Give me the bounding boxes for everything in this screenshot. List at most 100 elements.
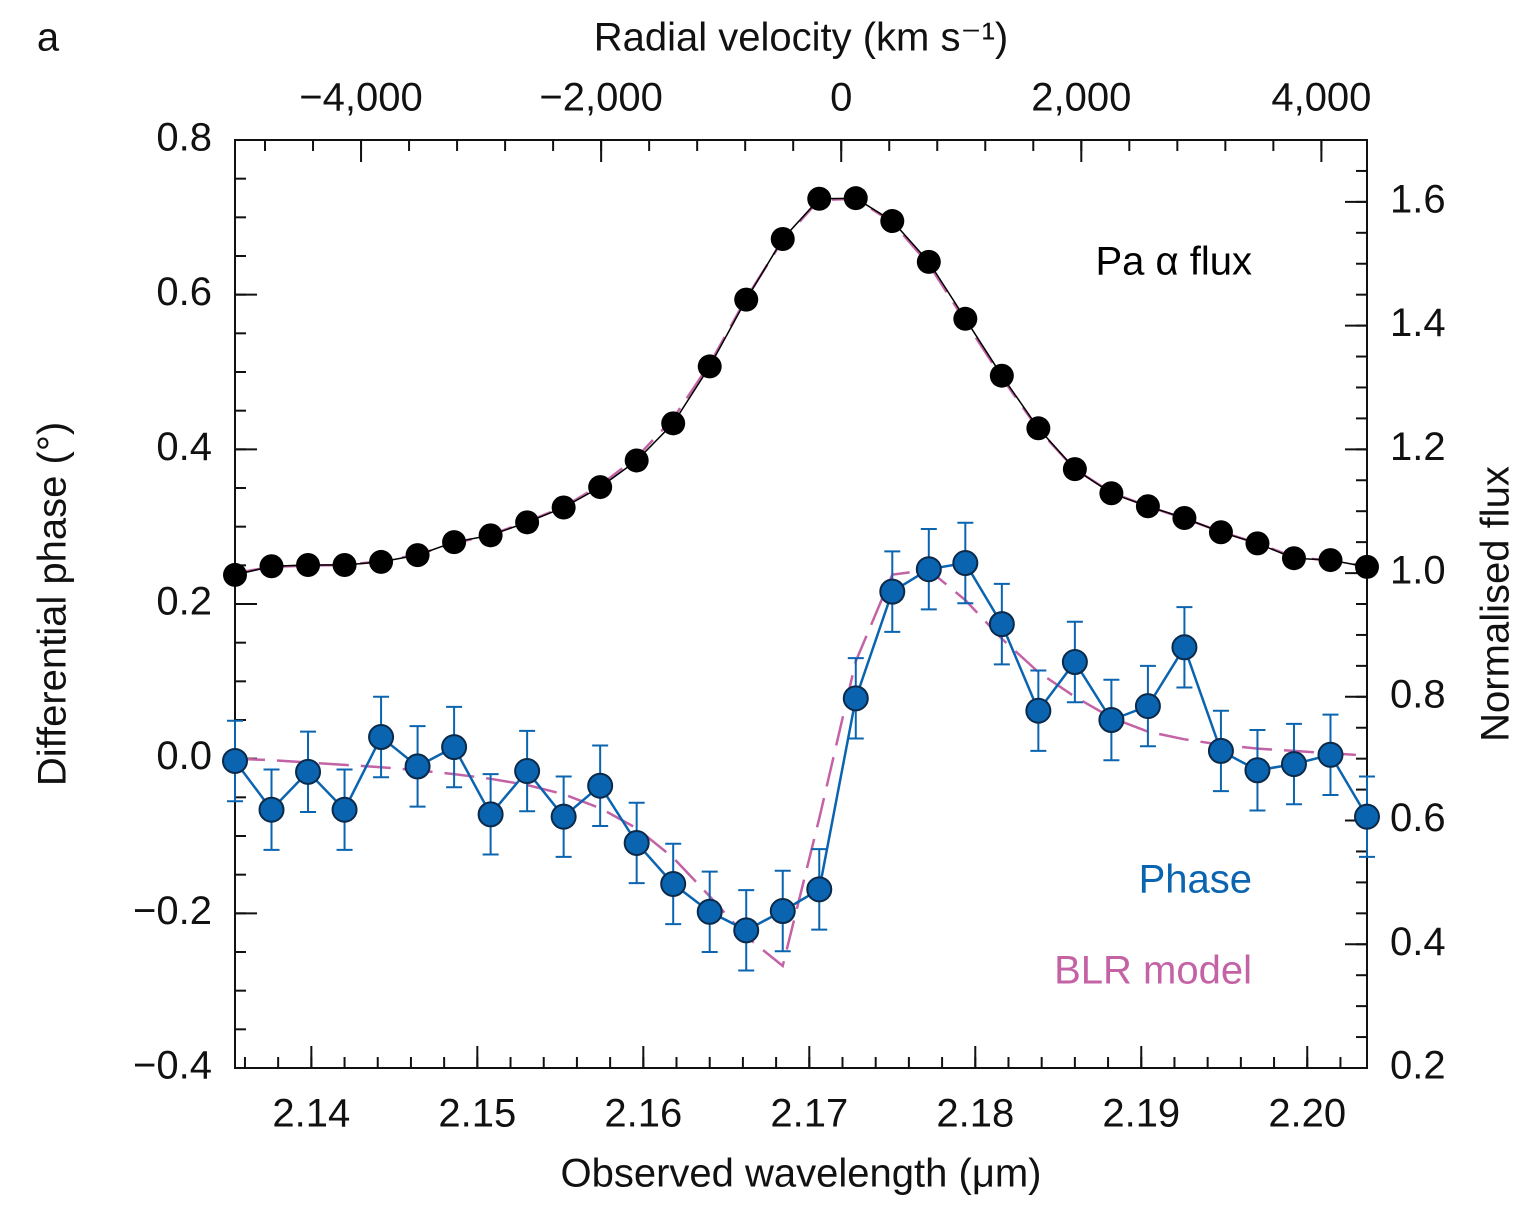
y2-tick-label: 1.6 [1390, 177, 1446, 221]
data-point [807, 186, 832, 211]
y2-axis-label: Normalised flux [1474, 466, 1518, 742]
legend-flux: Pa α flux [1095, 240, 1252, 284]
data-point [1281, 546, 1306, 571]
x-tick-label: 2.14 [272, 1092, 350, 1136]
x2-tick-label: 4,000 [1271, 76, 1371, 120]
data-point [623, 829, 650, 856]
y-tick-label: 0.8 [156, 116, 212, 160]
legend-phase: Phase [1139, 858, 1252, 902]
data-point [368, 724, 395, 751]
x-axis-label: Observed wavelength (μm) [560, 1152, 1041, 1196]
data-point [1061, 649, 1088, 675]
data-point [1098, 707, 1125, 733]
y2-tick-label: 1.2 [1390, 425, 1446, 469]
data-point [880, 209, 905, 234]
data-point [223, 562, 247, 587]
data-point [915, 556, 942, 583]
data-point [369, 549, 394, 574]
data-point [222, 747, 248, 774]
y2-tick-label: 0.8 [1390, 672, 1446, 716]
data-point [477, 801, 504, 828]
y-tick-label: 0.4 [156, 425, 212, 469]
data-point [1354, 803, 1380, 830]
y2-tick-label: 0.4 [1390, 920, 1446, 964]
x2-axis-label: Radial velocity (km s⁻¹) [594, 16, 1009, 60]
data-point [587, 772, 614, 799]
data-point [769, 898, 796, 925]
data-point [1355, 554, 1379, 579]
data-point [332, 553, 357, 578]
data-point [331, 796, 358, 823]
data-point [1318, 548, 1343, 573]
x2-tick-label: −4,000 [299, 76, 422, 120]
data-point [1245, 531, 1270, 556]
data-point [660, 870, 687, 897]
y2-tick-label: 0.2 [1390, 1044, 1446, 1088]
data-point [1099, 481, 1124, 506]
data-point [842, 685, 869, 712]
x-tick-label: 2.15 [438, 1092, 516, 1136]
data-point [770, 226, 795, 251]
data-point [404, 753, 431, 780]
data-point [952, 550, 979, 577]
data-point [734, 287, 759, 312]
x-tick-label: 2.17 [770, 1092, 848, 1136]
y-tick-label: 0.2 [156, 580, 212, 624]
data-point [1026, 416, 1051, 441]
data-point [733, 917, 760, 944]
data-point [696, 898, 723, 925]
data-point [1208, 520, 1233, 545]
data-point [296, 553, 321, 578]
data-point [478, 523, 503, 548]
data-point [1244, 757, 1271, 784]
data-point [697, 354, 722, 379]
data-point [1317, 741, 1344, 768]
data-point [588, 475, 613, 500]
y2-tick-label: 0.6 [1390, 796, 1446, 840]
x2-tick-label: 2,000 [1031, 76, 1131, 120]
data-point [515, 510, 540, 535]
data-point [1172, 506, 1197, 531]
data-point [514, 758, 541, 785]
data-point [806, 876, 833, 903]
y-tick-label: −0.2 [133, 889, 212, 933]
data-point [442, 530, 467, 555]
x2-tick-label: 0 [830, 76, 852, 120]
data-point [988, 611, 1015, 638]
data-point [1062, 457, 1087, 482]
y-tick-label: 0.6 [156, 270, 212, 314]
data-point [1135, 494, 1160, 519]
data-point [551, 495, 576, 520]
data-point [405, 543, 430, 568]
data-point [989, 363, 1014, 388]
data-point [661, 411, 686, 436]
data-point [916, 249, 941, 274]
panel-label: a [37, 16, 60, 60]
data-point [843, 186, 868, 211]
y-tick-label: −0.4 [133, 1044, 212, 1088]
data-point [295, 758, 322, 785]
data-point [624, 448, 649, 473]
x2-tick-label: −2,000 [539, 76, 662, 120]
data-point [1025, 697, 1052, 724]
data-point [879, 578, 906, 605]
data-point [1207, 737, 1234, 764]
x-tick-label: 2.16 [604, 1092, 682, 1136]
y2-tick-label: 1.4 [1390, 301, 1446, 345]
x-tick-label: 2.18 [936, 1092, 1014, 1136]
y-tick-label: 0.0 [156, 734, 212, 778]
data-point [1280, 751, 1307, 778]
data-point [953, 306, 978, 331]
data-point [550, 803, 577, 830]
data-point [258, 796, 285, 823]
y-axis-label: Differential phase (°) [31, 422, 75, 786]
data-point [1134, 693, 1161, 720]
x-tick-label: 2.20 [1268, 1092, 1346, 1136]
x-tick-label: 2.19 [1102, 1092, 1180, 1136]
legend-model: BLR model [1054, 949, 1252, 993]
data-point [1171, 634, 1198, 661]
data-point [259, 554, 284, 579]
y2-tick-label: 1.0 [1390, 549, 1446, 593]
data-point [441, 734, 468, 761]
